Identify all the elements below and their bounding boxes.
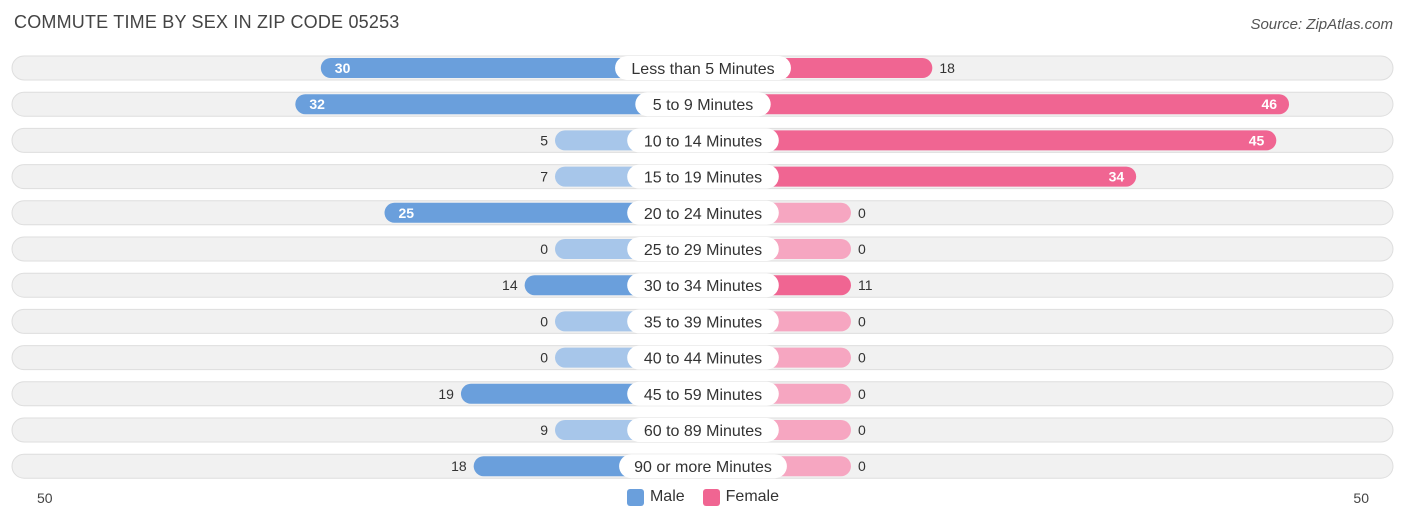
female-value-label: 11 bbox=[858, 277, 873, 293]
female-value-label: 34 bbox=[1109, 169, 1125, 185]
category-label: 90 or more Minutes bbox=[634, 459, 772, 476]
category-pill bbox=[627, 164, 779, 189]
male-value-label: 0 bbox=[540, 241, 548, 257]
female-value-label: 0 bbox=[858, 422, 866, 438]
category-label: 45 to 59 Minutes bbox=[644, 387, 762, 404]
male-value-label: 0 bbox=[540, 313, 548, 329]
category-label: Less than 5 Minutes bbox=[631, 61, 774, 78]
category-pill bbox=[627, 381, 779, 406]
male-swatch bbox=[626, 488, 644, 506]
male-bar bbox=[295, 94, 703, 115]
male-value-label: 9 bbox=[540, 422, 548, 438]
female-swatch bbox=[702, 488, 720, 506]
category-pill bbox=[627, 345, 779, 370]
female-value-label: 0 bbox=[858, 458, 866, 474]
legend-item-male[interactable]: Male bbox=[626, 488, 685, 506]
category-label: 30 to 34 Minutes bbox=[644, 278, 762, 295]
female-value-label: 18 bbox=[939, 60, 955, 76]
category-label: 40 to 44 Minutes bbox=[644, 351, 762, 368]
category-label: 15 to 19 Minutes bbox=[644, 170, 762, 187]
category-label: 35 to 39 Minutes bbox=[644, 314, 762, 331]
male-value-label: 30 bbox=[335, 60, 351, 76]
category-label: 25 to 29 Minutes bbox=[644, 242, 762, 259]
category-pill bbox=[627, 273, 779, 298]
legend-label-female: Female bbox=[725, 488, 780, 505]
chart-title: COMMUTE TIME BY SEX IN ZIP CODE 05253 bbox=[14, 12, 400, 32]
category-pill bbox=[619, 454, 787, 479]
legend: Male Female bbox=[0, 488, 1406, 506]
category-label: 60 to 89 Minutes bbox=[644, 423, 762, 440]
male-value-label: 14 bbox=[502, 277, 518, 293]
axis-min-label: 50 bbox=[37, 490, 53, 506]
female-bar bbox=[703, 94, 1290, 115]
category-pill bbox=[627, 237, 779, 261]
legend-label-male: Male bbox=[649, 488, 685, 505]
male-bar bbox=[320, 58, 703, 78]
male-value-label: 0 bbox=[540, 350, 548, 366]
female-bar bbox=[703, 130, 1277, 151]
chart-source: Source: ZipAtlas.com bbox=[1250, 16, 1393, 33]
category-pill bbox=[627, 418, 779, 442]
female-value-label: 46 bbox=[1261, 96, 1277, 112]
male-value-label: 25 bbox=[399, 205, 415, 221]
category-pill bbox=[627, 309, 779, 334]
female-bar bbox=[703, 166, 1137, 187]
axis-max-label: 50 bbox=[1353, 490, 1369, 506]
category-label: 10 to 14 Minutes bbox=[644, 133, 762, 150]
category-pill bbox=[627, 200, 779, 225]
category-pill bbox=[615, 56, 791, 80]
category-label: 5 to 9 Minutes bbox=[653, 97, 754, 114]
male-value-label: 18 bbox=[451, 458, 467, 474]
male-value-label: 32 bbox=[309, 96, 325, 112]
category-pill bbox=[627, 128, 779, 153]
male-value-label: 7 bbox=[540, 169, 548, 185]
category-label: 20 to 24 Minutes bbox=[644, 206, 762, 223]
female-value-label: 0 bbox=[858, 350, 866, 366]
category-pill bbox=[635, 92, 771, 117]
female-value-label: 0 bbox=[858, 205, 866, 221]
female-value-label: 0 bbox=[858, 313, 866, 329]
female-value-label: 45 bbox=[1249, 132, 1265, 148]
male-value-label: 19 bbox=[438, 386, 454, 402]
male-bar bbox=[384, 202, 703, 223]
male-value-label: 5 bbox=[540, 132, 548, 148]
female-value-label: 0 bbox=[858, 241, 866, 257]
legend-item-female[interactable]: Female bbox=[702, 488, 780, 506]
female-value-label: 0 bbox=[858, 386, 866, 402]
